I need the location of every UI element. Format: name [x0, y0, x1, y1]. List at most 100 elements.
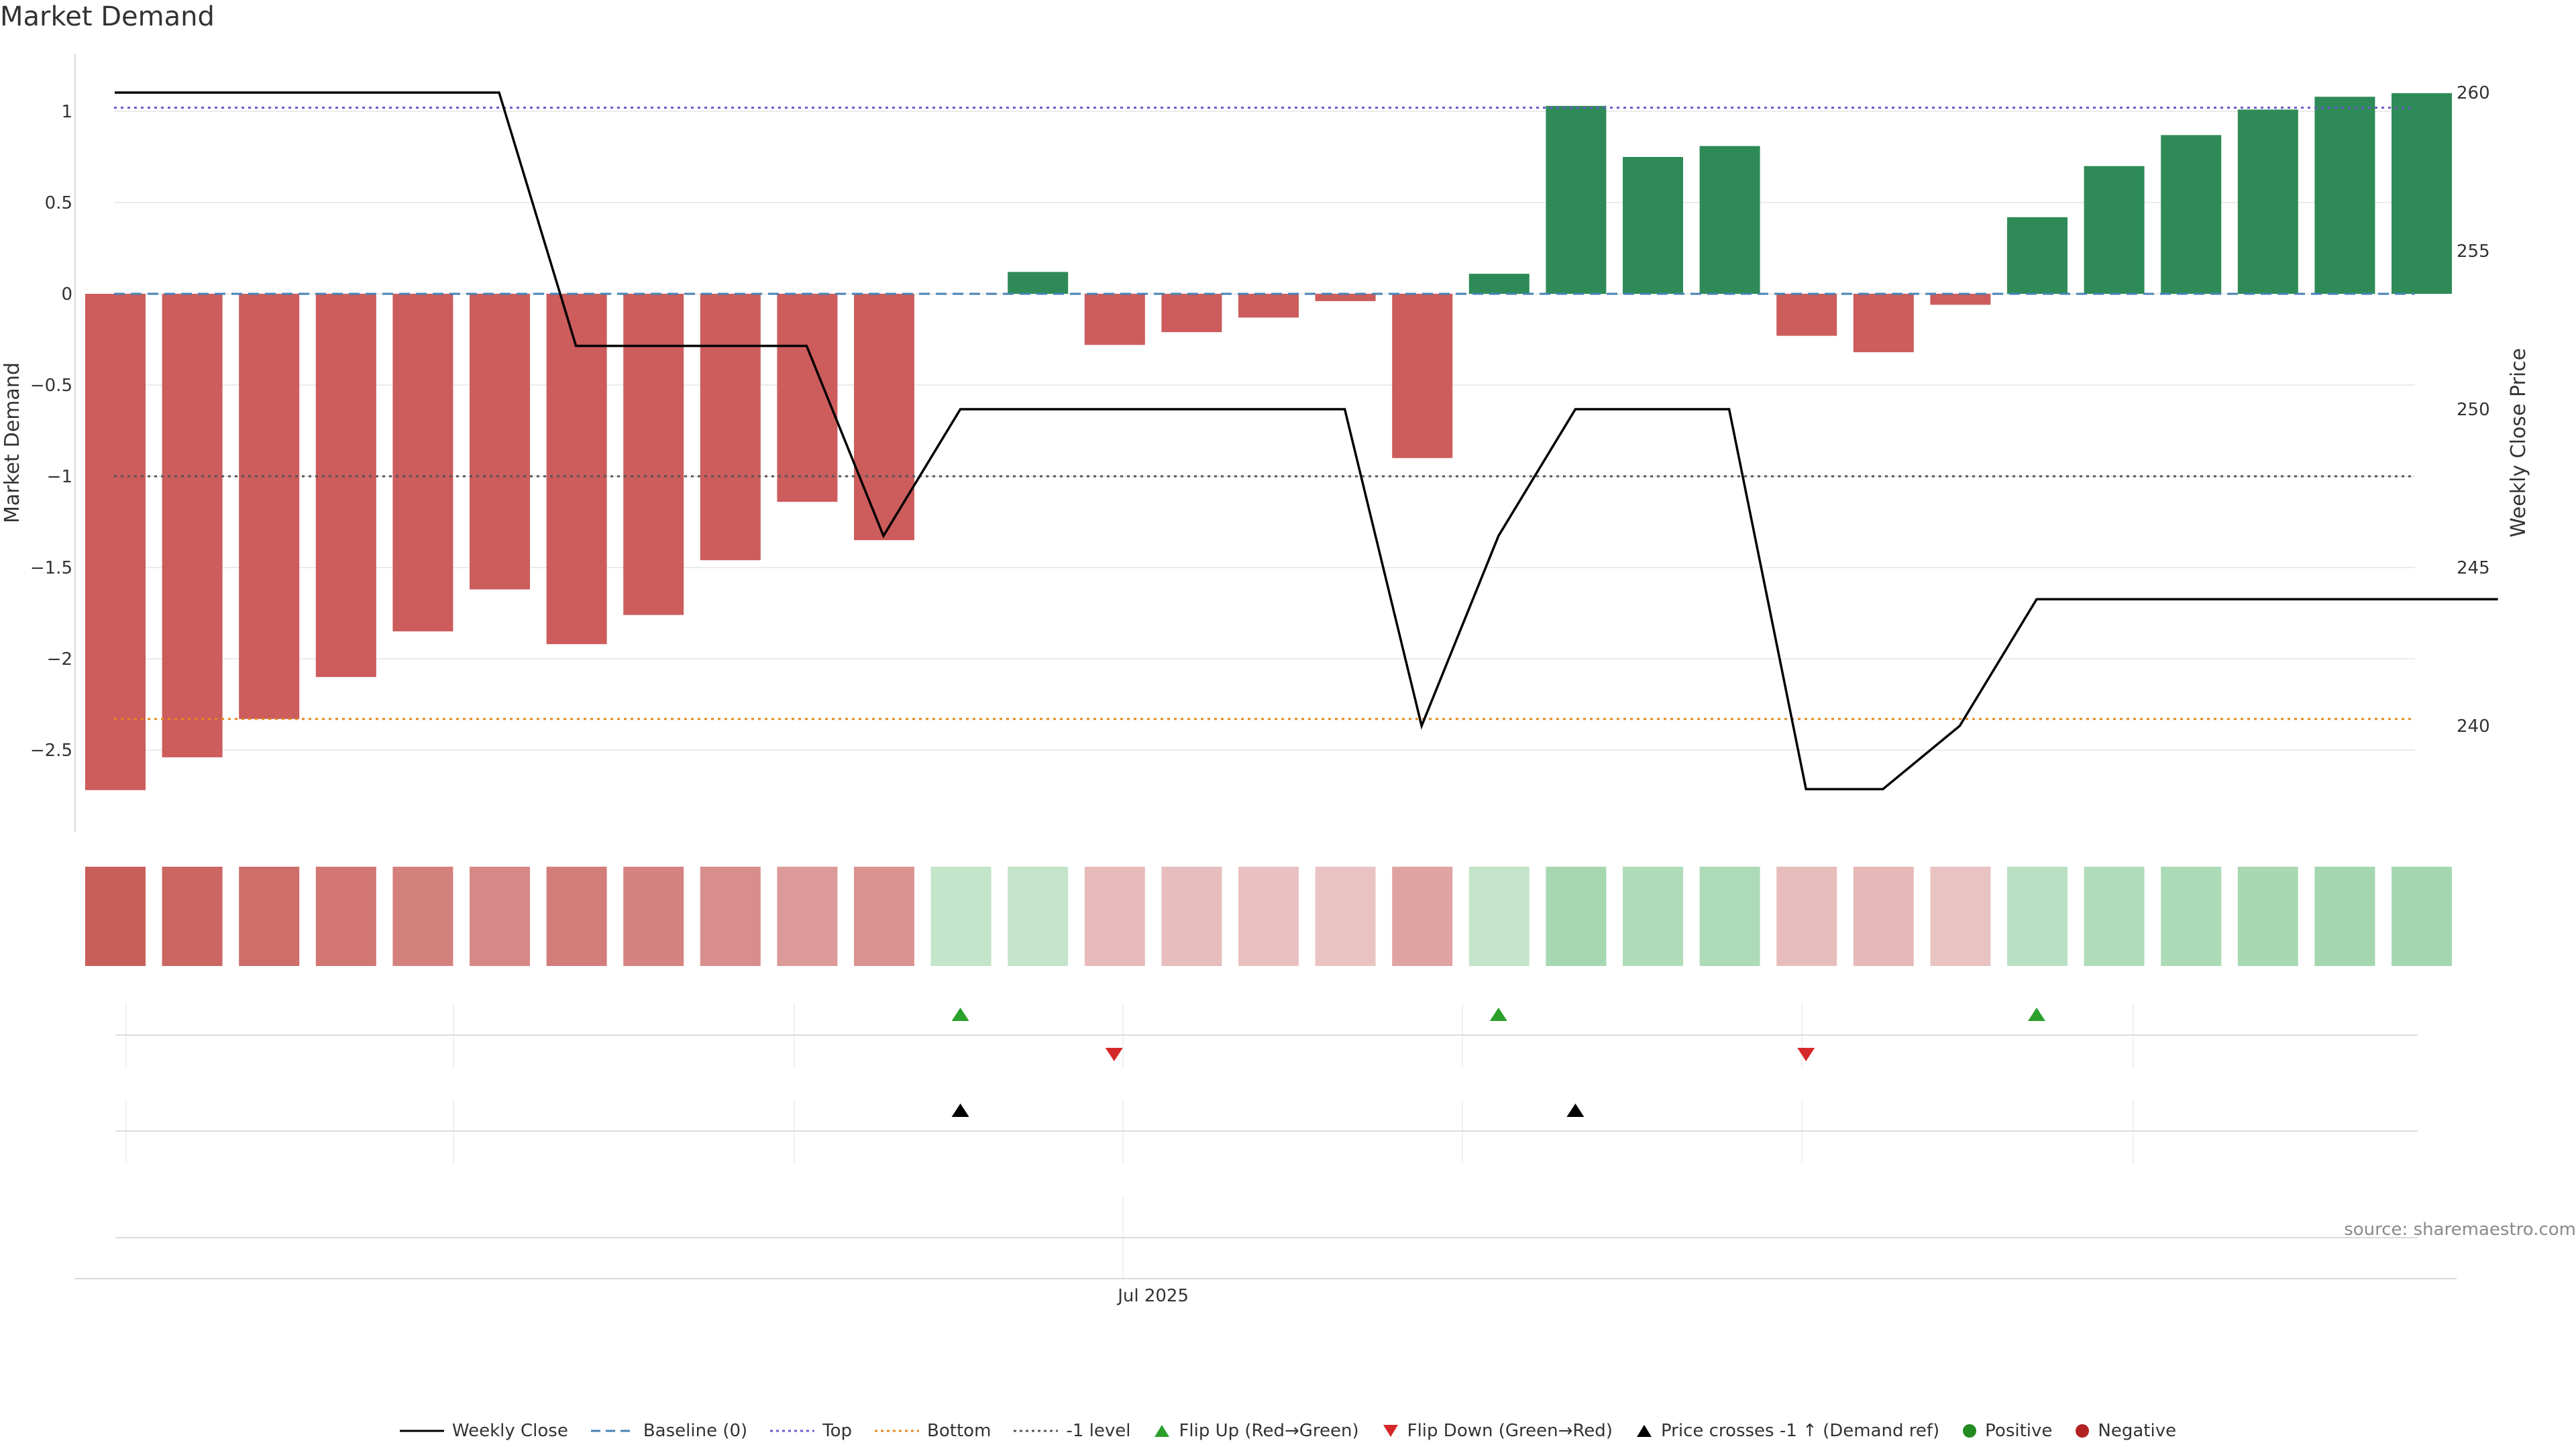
heat-strip-cell	[392, 867, 453, 966]
heat-strip-cell	[1546, 867, 1607, 966]
demand-bar	[854, 294, 914, 541]
demand-bar	[1853, 294, 1914, 353]
x-tick-label: Jul 2025	[1116, 1286, 1189, 1306]
demand-bar	[1161, 294, 1222, 333]
demand-bar	[623, 294, 684, 615]
legend-label: Top	[822, 1421, 853, 1441]
heat-strip-cell	[1776, 867, 1837, 966]
legend-item-bottom: Bottom	[875, 1421, 991, 1441]
heat-strip-cell	[2237, 867, 2298, 966]
flip-down-marker	[1797, 1048, 1815, 1061]
dotted-line-purple-icon	[770, 1430, 815, 1432]
heat-strip-cell	[162, 867, 223, 966]
demand-bar	[2161, 135, 2222, 294]
left-tick-label: 0	[61, 284, 72, 305]
heat-strip-cell	[2314, 867, 2375, 966]
legend-label: Negative	[2098, 1421, 2177, 1441]
demand-bar	[239, 294, 300, 719]
source-credit: source: sharemaestro.com	[2344, 1220, 2576, 1240]
heat-strip-cell	[315, 867, 376, 966]
left-tick-label: −1.5	[30, 558, 72, 578]
right-tick-label: 240	[2457, 716, 2490, 737]
right-tick-label: 250	[2457, 400, 2490, 420]
legend-item-flip-down: Flip Down (Green→Red)	[1382, 1421, 1613, 1441]
legend-label: Weekly Close	[451, 1421, 568, 1441]
heat-strip-cell	[1468, 867, 1529, 966]
demand-bar	[85, 294, 146, 790]
heat-strip-cell	[2007, 867, 2068, 966]
flip-up-marker	[2028, 1008, 2045, 1021]
heat-strip-cell	[1930, 867, 1991, 966]
right-tick-label: 260	[2457, 83, 2490, 103]
heat-strip-cell	[239, 867, 300, 966]
legend-item-baseline: Baseline (0)	[590, 1421, 748, 1441]
left-axis-title: Market Demand	[1, 362, 24, 523]
demand-bar	[2084, 166, 2145, 294]
demand-bar	[1546, 105, 1607, 294]
demand-bar	[1008, 272, 1069, 294]
heat-strip-cell	[1161, 867, 1222, 966]
demand-bar	[2007, 217, 2068, 294]
demand-bar	[1392, 294, 1453, 458]
heat-strip-cell	[470, 867, 530, 966]
legend-item-weekly-close: Weekly Close	[399, 1421, 568, 1441]
legend-item-positive: Positive	[1962, 1421, 2052, 1441]
triangle-up-black-icon	[1636, 1425, 1652, 1437]
legend-item-minus-one-level: -1 level	[1014, 1421, 1130, 1441]
heat-strip-cell	[2084, 867, 2145, 966]
heat-strip-cell	[546, 867, 607, 966]
legend: Weekly Close Baseline (0) Top Bottom -1 …	[0, 1421, 2576, 1441]
left-tick-label: −0.5	[30, 376, 72, 396]
legend-item-flip-up: Flip Up (Red→Green)	[1153, 1421, 1359, 1441]
left-tick-label: −1	[47, 467, 72, 487]
legend-label: Bottom	[927, 1421, 991, 1441]
demand-bar	[315, 294, 376, 678]
right-axis-title: Weekly Close Price	[2507, 348, 2530, 537]
legend-label: Baseline (0)	[643, 1421, 748, 1441]
heat-strip-cell	[1623, 867, 1683, 966]
heat-strip-cell	[1238, 867, 1299, 966]
heat-strip-cell	[2161, 867, 2222, 966]
dotted-line-gray-icon	[1014, 1430, 1059, 1432]
heat-strip-cell	[1853, 867, 1914, 966]
price-cross-marker	[1566, 1104, 1585, 1117]
heat-strip-cell	[700, 867, 761, 966]
right-tick-label: 255	[2457, 241, 2490, 262]
heat-strip-cell	[1008, 867, 1069, 966]
demand-bar	[1699, 146, 1760, 294]
legend-item-top: Top	[770, 1421, 852, 1441]
circle-green-icon	[1963, 1424, 1977, 1438]
dotted-line-orange-icon	[875, 1430, 920, 1432]
demand-bar	[546, 294, 607, 645]
dashed-line-icon	[590, 1430, 635, 1432]
weekly-close-line	[115, 91, 2498, 791]
chart-title: Market Demand	[0, 1, 215, 32]
heat-strip-cell	[1084, 867, 1145, 966]
right-tick-label: 245	[2457, 558, 2490, 578]
demand-bar	[1315, 294, 1376, 301]
heat-strip-cell	[85, 867, 146, 966]
circle-red-icon	[2076, 1424, 2090, 1438]
flip-down-marker	[1105, 1048, 1123, 1061]
legend-item-negative: Negative	[2075, 1421, 2176, 1441]
flip-up-marker	[951, 1008, 969, 1021]
demand-bar	[700, 294, 761, 561]
demand-bar	[1084, 294, 1145, 345]
legend-item-price-cross: Price crosses -1 ↑ (Demand ref)	[1635, 1421, 1939, 1441]
demand-bar	[2392, 93, 2452, 294]
triangle-up-green-icon	[1155, 1425, 1170, 1437]
heat-strip-cell	[930, 867, 991, 966]
demand-bar	[2314, 97, 2375, 294]
demand-bar	[1623, 157, 1683, 294]
demand-bar	[1468, 274, 1529, 294]
demand-bar	[1238, 294, 1299, 318]
demand-bar	[1776, 294, 1837, 336]
legend-label: Price crosses -1 ↑ (Demand ref)	[1660, 1421, 1940, 1441]
heat-strip-cell	[1699, 867, 1760, 966]
price-cross-marker	[951, 1104, 969, 1117]
triangle-down-red-icon	[1383, 1425, 1398, 1437]
heat-strip-cell	[1315, 867, 1376, 966]
solid-line-icon	[399, 1430, 444, 1432]
demand-bar	[470, 294, 530, 590]
left-tick-label: 0.5	[45, 193, 72, 213]
